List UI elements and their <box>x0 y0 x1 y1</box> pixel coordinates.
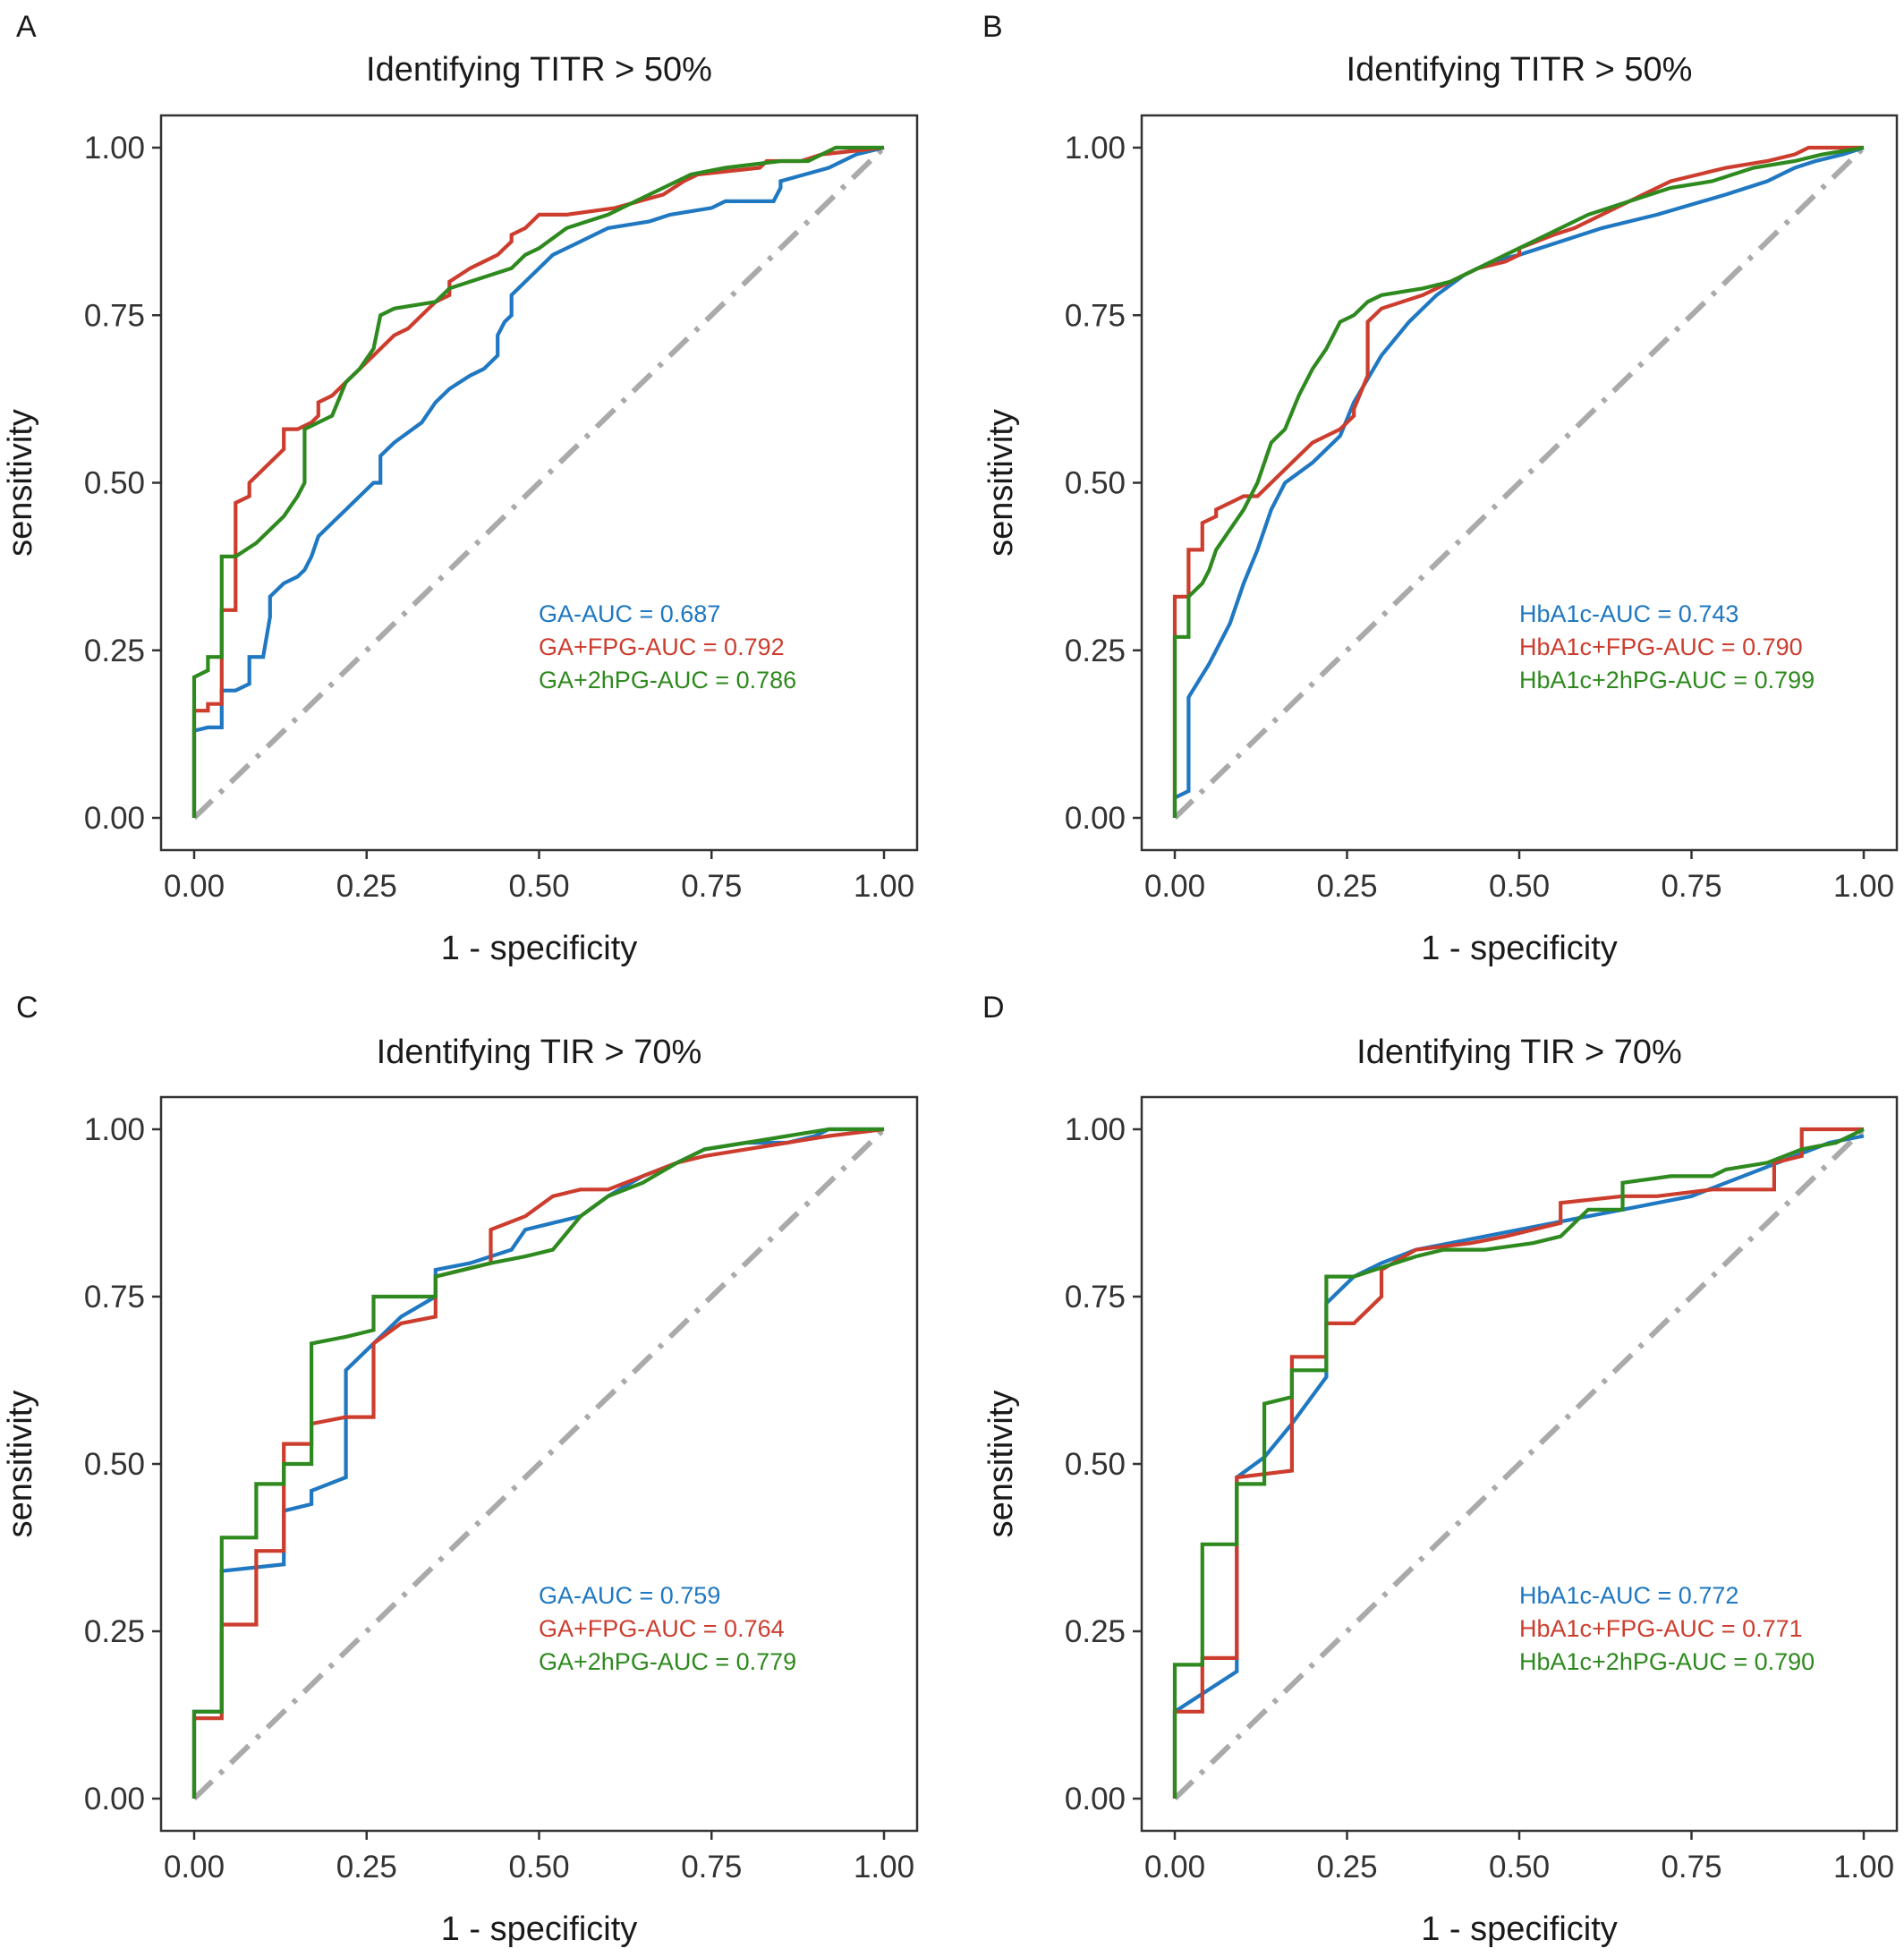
y-axis-label: sensitivity <box>982 1391 1020 1538</box>
x-tick-label: 0.75 <box>1661 1850 1721 1885</box>
legend-entry: GA-AUC = 0.759 <box>539 1582 720 1609</box>
panel-c: C Identifying TIR > 70% 0.00 0.00 0.25 0.25 0.… <box>2 991 919 1948</box>
x-tick-label: 0.50 <box>508 869 569 904</box>
series-line-3 <box>191 1127 884 1799</box>
panel-d: D Identifying TIR > 70% 0.00 0.00 0.25 0.25 0.… <box>982 991 1899 1948</box>
legend-entry: HbA1c+FPG-AUC = 0.790 <box>1519 634 1803 660</box>
x-axis-label: 1 - specificity <box>1421 930 1618 967</box>
series-line-2 <box>191 1127 885 1799</box>
x-axis-label: 1 - specificity <box>441 930 638 967</box>
chart-title: Identifying TITR > 50% <box>366 51 712 89</box>
y-tick-label: 0.00 <box>84 801 145 836</box>
y-tick-label: 0.75 <box>84 1280 145 1315</box>
y-tick-label: 1.00 <box>84 1112 145 1147</box>
y-tick-label: 0.50 <box>84 1447 145 1482</box>
series-line-2 <box>1172 1127 1864 1799</box>
panels-layer: A Identifying TITR > 50% 0.00 0.00 0.25 0.25 0… <box>2 10 1899 1948</box>
series-line-3 <box>1172 1127 1865 1799</box>
reference-diagonal <box>191 1127 887 1801</box>
y-tick-label: 1.00 <box>1065 131 1126 166</box>
x-tick-label: 1.00 <box>1833 869 1894 904</box>
legend-entry: HbA1c-AUC = 0.743 <box>1519 600 1738 627</box>
y-tick-label: 0.75 <box>1065 1280 1126 1315</box>
legend-entry: GA+2hPG-AUC = 0.786 <box>539 667 796 693</box>
y-tick-label: 0.25 <box>1065 634 1126 668</box>
series-line-3 <box>1172 145 1865 818</box>
x-axis-label: 1 - specificity <box>441 1910 638 1948</box>
x-tick-label: 0.75 <box>681 1850 742 1885</box>
y-axis-label: sensitivity <box>2 409 39 557</box>
series-line-3 <box>191 145 884 818</box>
reference-diagonal <box>1172 145 1866 821</box>
x-tick-label: 0.00 <box>1144 1850 1205 1885</box>
y-tick-label: 0.50 <box>1065 1447 1126 1482</box>
panel-letter: B <box>982 10 1003 44</box>
y-tick-label: 0.25 <box>84 1614 145 1649</box>
series-line-1 <box>1172 1134 1865 1799</box>
x-tick-label: 0.75 <box>1661 869 1721 904</box>
x-tick-label: 0.25 <box>336 1850 397 1885</box>
chart-title: Identifying TIR > 70% <box>1356 1034 1682 1071</box>
x-tick-label: 0.25 <box>1316 869 1377 904</box>
chart-title: Identifying TITR > 50% <box>1347 51 1693 89</box>
legend-entry: GA+FPG-AUC = 0.764 <box>539 1615 785 1642</box>
chart-title: Identifying TIR > 70% <box>377 1034 702 1071</box>
legend-entry: GA-AUC = 0.687 <box>539 600 720 627</box>
x-tick-label: 0.50 <box>508 1850 569 1885</box>
y-tick-label: 0.00 <box>1065 801 1126 836</box>
legend-entry: GA+2hPG-AUC = 0.779 <box>539 1648 796 1675</box>
y-tick-label: 0.00 <box>1065 1782 1126 1817</box>
y-tick-label: 0.75 <box>84 298 145 333</box>
x-tick-label: 0.00 <box>164 1850 225 1885</box>
y-tick-label: 0.25 <box>1065 1614 1126 1649</box>
y-tick-label: 0.75 <box>1065 298 1126 333</box>
reference-diagonal <box>191 145 887 821</box>
y-tick-label: 1.00 <box>1065 1112 1126 1147</box>
x-tick-label: 0.50 <box>1489 1850 1550 1885</box>
x-tick-label: 1.00 <box>854 869 914 904</box>
legend-entry: GA+FPG-AUC = 0.792 <box>539 634 785 660</box>
reference-diagonal <box>1172 1127 1866 1801</box>
legend-entry: HbA1c+FPG-AUC = 0.771 <box>1519 1615 1803 1642</box>
y-tick-label: 0.00 <box>84 1782 145 1817</box>
x-axis-label: 1 - specificity <box>1421 1910 1618 1948</box>
x-tick-label: 0.75 <box>681 869 742 904</box>
x-tick-label: 0.00 <box>164 869 225 904</box>
legend-entry: HbA1c-AUC = 0.772 <box>1519 1582 1738 1609</box>
y-tick-label: 1.00 <box>84 131 145 166</box>
y-axis-label: sensitivity <box>982 409 1020 557</box>
x-tick-label: 0.25 <box>1316 1850 1377 1885</box>
x-tick-label: 0.00 <box>1144 869 1205 904</box>
series-line-1 <box>1172 146 1865 818</box>
legend-entry: HbA1c+2hPG-AUC = 0.790 <box>1519 1648 1815 1675</box>
x-tick-label: 0.50 <box>1489 869 1550 904</box>
x-tick-label: 1.00 <box>854 1850 914 1885</box>
y-axis-label: sensitivity <box>2 1391 39 1538</box>
panel-letter: A <box>16 10 37 44</box>
x-tick-label: 1.00 <box>1833 1850 1894 1885</box>
y-tick-label: 0.50 <box>84 466 145 501</box>
panel-b: B Identifying TITR > 50% 0.00 0.00 0.25 0.25 0… <box>982 10 1899 967</box>
y-tick-label: 0.50 <box>1065 466 1126 501</box>
y-tick-label: 0.25 <box>84 634 145 668</box>
panel-letter: D <box>982 991 1005 1025</box>
panel-a: A Identifying TITR > 50% 0.00 0.00 0.25 0.25 0… <box>2 10 919 967</box>
series-line-1 <box>191 145 885 818</box>
legend-entry: HbA1c+2hPG-AUC = 0.799 <box>1519 667 1815 693</box>
panel-letter: C <box>16 991 38 1025</box>
x-tick-label: 0.25 <box>336 869 397 904</box>
